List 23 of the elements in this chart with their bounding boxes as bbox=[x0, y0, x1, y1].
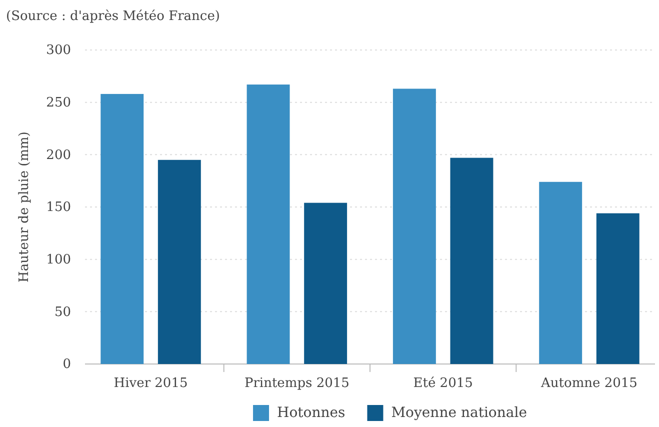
y-tick-label: 150 bbox=[46, 200, 71, 216]
legend-label: Moyenne nationale bbox=[391, 405, 527, 421]
x-tick-label: Eté 2015 bbox=[413, 376, 473, 392]
x-tick-label: Hiver 2015 bbox=[114, 376, 188, 392]
bar bbox=[596, 213, 640, 364]
y-tick-label: 50 bbox=[54, 304, 71, 320]
y-tick-label: 250 bbox=[46, 95, 71, 110]
legend-label: Hotonnes bbox=[277, 405, 346, 421]
y-tick-label: 200 bbox=[46, 148, 71, 163]
y-tick-label: 100 bbox=[46, 252, 71, 268]
bar bbox=[100, 94, 144, 364]
y-tick-label: 0 bbox=[62, 357, 71, 372]
bar bbox=[158, 160, 201, 364]
bar bbox=[539, 182, 582, 364]
bar bbox=[304, 202, 348, 364]
bar bbox=[246, 84, 290, 364]
y-axis-title: Hauteur de pluie (mm) bbox=[17, 132, 32, 282]
bar bbox=[450, 158, 494, 364]
x-tick-label: Printemps 2015 bbox=[244, 376, 350, 392]
x-tick-label: Automne 2015 bbox=[540, 376, 638, 392]
bar bbox=[392, 88, 436, 364]
y-tick-label: 300 bbox=[46, 43, 71, 58]
text: (Source : d'après Météo France) bbox=[6, 9, 220, 24]
